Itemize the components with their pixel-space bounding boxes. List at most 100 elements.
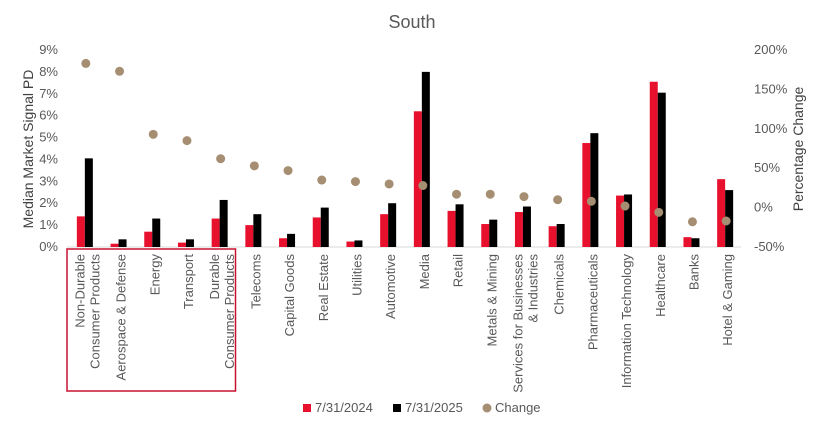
bar-series1 xyxy=(413,111,422,248)
bar-series1 xyxy=(76,216,85,247)
svg-text:Capital Goods: Capital Goods xyxy=(282,254,297,337)
change-point xyxy=(620,201,630,211)
chart-title: South xyxy=(388,12,435,32)
svg-text:Automotive: Automotive xyxy=(383,254,398,319)
bar-series2 xyxy=(522,206,531,247)
highlight-box xyxy=(66,248,237,392)
y2-tick-label: 50% xyxy=(754,160,780,175)
y-axis-label: Median Market Signal PD xyxy=(20,70,36,229)
legend-item: 7/31/2024 xyxy=(303,400,373,415)
svg-text:Metals & Mining: Metals & Mining xyxy=(484,254,499,346)
y-tick-label: 2% xyxy=(39,195,58,210)
x-tick-label: Hotel & Gaming xyxy=(720,254,735,346)
x-tick-label: Non-Durable Consumer Products xyxy=(72,254,102,369)
bar-series1 xyxy=(649,81,658,247)
x-tick-label: Banks xyxy=(686,254,701,291)
bar-series2 xyxy=(455,204,464,247)
bar-series1 xyxy=(514,211,523,247)
x-tick-label: Information Technology xyxy=(619,254,634,389)
x-tick-label: Durable Consumer Products xyxy=(207,254,237,369)
bar-series1 xyxy=(717,179,726,247)
bar-series2 xyxy=(320,207,329,247)
svg-text:Transport: Transport xyxy=(181,254,196,310)
bar-series1 xyxy=(447,210,456,247)
change-point xyxy=(249,161,259,171)
x-tick-label: Telecoms xyxy=(248,254,263,309)
bar-series1 xyxy=(683,237,692,247)
change-point xyxy=(418,181,428,191)
svg-text:Utilities: Utilities xyxy=(349,254,364,296)
y2-tick-label: 150% xyxy=(754,81,788,96)
change-point xyxy=(687,217,697,227)
x-tick-label: Services for Businesses & Industries xyxy=(510,254,540,393)
bar-series2 xyxy=(421,71,430,247)
y2-axis-label: Percentage Change xyxy=(790,87,806,212)
y-tick-label: 0% xyxy=(39,239,58,254)
change-point xyxy=(485,189,495,199)
y2-tick-label: 200% xyxy=(754,42,788,57)
change-point xyxy=(553,195,563,205)
bar-series1 xyxy=(548,226,557,247)
bar-series1 xyxy=(582,143,591,247)
svg-text:Media: Media xyxy=(417,253,432,289)
bar-series2 xyxy=(84,158,93,247)
svg-text:Services for Businesses: Services for Businesses xyxy=(510,254,525,393)
change-point xyxy=(81,58,91,68)
svg-text:Retail: Retail xyxy=(451,254,466,287)
x-tick-label: Energy xyxy=(147,254,162,296)
x-tick-label: Utilities xyxy=(349,254,364,296)
change-point xyxy=(452,189,462,199)
bar-series2 xyxy=(691,238,700,247)
change-point xyxy=(586,196,596,206)
x-tick-label: Capital Goods xyxy=(282,254,297,337)
bar-series1 xyxy=(110,243,119,247)
bar-series2 xyxy=(590,133,599,247)
bar-series2 xyxy=(489,219,498,247)
y2-tick-label: -50% xyxy=(754,239,785,254)
svg-text:Information Technology: Information Technology xyxy=(619,254,634,389)
bar-series1 xyxy=(346,241,355,247)
bar-series2 xyxy=(253,214,262,247)
bar-series1 xyxy=(279,238,288,247)
change-point xyxy=(283,166,293,176)
y2-tick-label: 100% xyxy=(754,121,788,136)
bar-series2 xyxy=(556,224,565,247)
change-point xyxy=(148,129,158,139)
svg-text:Consumer Products: Consumer Products xyxy=(87,254,102,369)
svg-text:7/31/2024: 7/31/2024 xyxy=(315,400,373,415)
bar-series1 xyxy=(312,217,321,247)
change-point xyxy=(350,177,360,187)
svg-text:7/31/2025: 7/31/2025 xyxy=(405,400,463,415)
bar-series2 xyxy=(388,203,397,247)
x-tick-label: Media xyxy=(417,253,432,289)
x-tick-label: Metals & Mining xyxy=(484,254,499,346)
svg-text:Hotel & Gaming: Hotel & Gaming xyxy=(720,254,735,346)
svg-text:Chemicals: Chemicals xyxy=(552,254,567,315)
x-tick-label: Retail xyxy=(451,254,466,287)
bar-series1 xyxy=(144,231,153,247)
svg-text:Non-Durable: Non-Durable xyxy=(72,254,87,328)
y2-tick-label: 0% xyxy=(754,200,773,215)
legend-item: Change xyxy=(482,400,541,415)
bar-series2 xyxy=(657,92,666,247)
bar-series2 xyxy=(287,233,296,247)
svg-text:Banks: Banks xyxy=(686,254,701,291)
x-tick-label: Chemicals xyxy=(552,254,567,315)
x-tick-label: Transport xyxy=(181,254,196,310)
change-point xyxy=(317,175,327,185)
x-tick-label: Real Estate xyxy=(316,254,331,321)
svg-text:Real Estate: Real Estate xyxy=(316,254,331,321)
change-point xyxy=(519,192,529,202)
bar-series1 xyxy=(245,225,254,247)
svg-text:& Industries: & Industries xyxy=(525,254,540,323)
bar-series2 xyxy=(185,239,194,247)
y-tick-label: 8% xyxy=(39,64,58,79)
change-point xyxy=(721,216,731,226)
legend-item: 7/31/2025 xyxy=(393,400,463,415)
change-point xyxy=(182,136,192,146)
y-tick-label: 7% xyxy=(39,86,58,101)
y-tick-label: 6% xyxy=(39,108,58,123)
bar-series2 xyxy=(354,240,363,247)
y-tick-label: 3% xyxy=(39,173,58,188)
